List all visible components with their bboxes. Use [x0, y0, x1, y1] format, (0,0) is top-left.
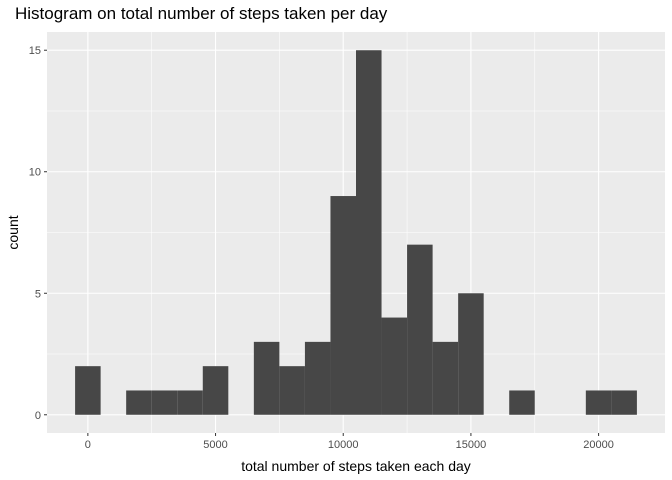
y-tick-label: 10	[29, 167, 41, 179]
histogram-bar	[75, 366, 101, 415]
histogram-bar	[611, 390, 637, 415]
histogram-bar	[279, 366, 305, 415]
y-tick-label: 15	[29, 45, 41, 57]
y-tick-label: 0	[35, 410, 41, 422]
histogram-bar	[304, 341, 331, 415]
histogram-bar	[356, 50, 382, 415]
y-axis: 0 5 10 15	[29, 45, 47, 422]
chart-title: Histogram on total number of steps taken…	[15, 4, 388, 23]
x-tick-label: 20000	[583, 439, 614, 451]
x-tick-label: 15000	[456, 439, 487, 451]
histogram-bar	[126, 390, 152, 415]
histogram-bar	[585, 390, 612, 415]
histogram-bar	[407, 244, 433, 415]
histogram-bar	[151, 390, 178, 415]
x-tick-label: 0	[85, 439, 91, 451]
x-tick-label: 10000	[328, 439, 359, 451]
histogram-bar	[509, 390, 535, 415]
y-tick-label: 5	[35, 288, 41, 300]
histogram-bar	[177, 390, 203, 415]
y-axis-title: count	[5, 215, 21, 249]
histogram-bar	[253, 341, 280, 415]
histogram-bar	[202, 366, 229, 415]
histogram-bar	[330, 196, 356, 415]
x-tick-label: 5000	[203, 439, 227, 451]
histogram-bar	[458, 293, 484, 415]
x-axis: 0 5000 10000 15000 20000	[85, 433, 614, 451]
x-axis-title: total number of steps taken each day	[241, 458, 471, 474]
histogram-bars	[75, 50, 637, 415]
histogram-bar	[432, 341, 459, 415]
histogram-bar	[381, 317, 408, 415]
